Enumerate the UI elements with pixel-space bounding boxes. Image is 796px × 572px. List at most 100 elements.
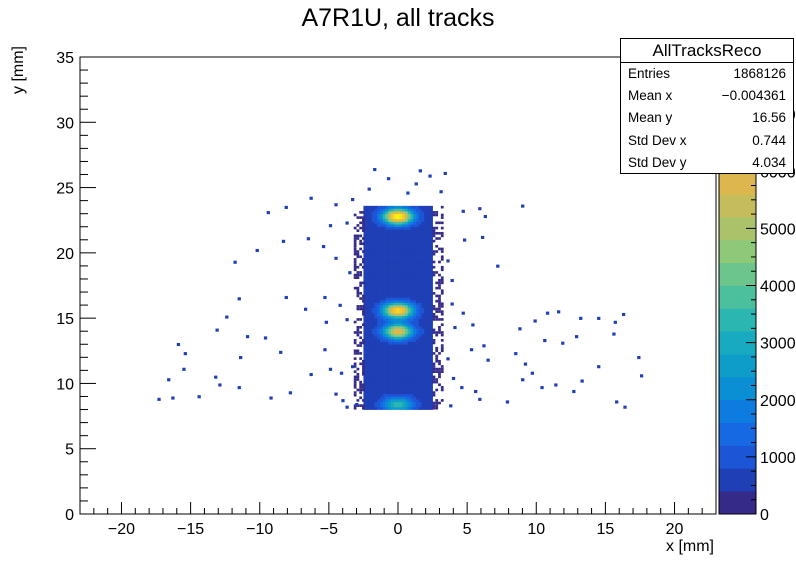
heatmap-cell xyxy=(413,367,417,371)
heatmap-cell xyxy=(368,325,373,329)
heatmap-cell xyxy=(440,292,444,295)
heatmap-cell xyxy=(418,276,422,280)
heatmap-cell xyxy=(415,213,420,217)
heatmap-cell xyxy=(359,380,363,384)
heatmap-cell xyxy=(438,273,441,277)
heatmap-cell xyxy=(440,305,444,308)
heatmap-cell xyxy=(391,318,395,322)
heatmap-cell xyxy=(523,362,528,366)
heatmap-cell xyxy=(382,278,386,282)
heatmap-cell xyxy=(404,393,409,397)
heatmap-cell xyxy=(415,318,420,322)
heatmap-cell xyxy=(393,393,397,397)
heatmap-cell xyxy=(377,229,381,233)
heatmap-cell xyxy=(321,245,326,249)
heatmap-cell xyxy=(418,239,422,243)
heatmap-cell xyxy=(421,299,425,303)
heatmap-cell xyxy=(421,344,425,348)
heatmap-cell xyxy=(402,354,406,358)
heatmap-cell xyxy=(391,255,395,259)
heatmap-cell xyxy=(421,331,425,335)
heatmap-cell xyxy=(382,216,386,220)
heatmap-cell xyxy=(518,327,522,331)
heatmap-cell xyxy=(429,305,433,309)
heatmap-cell xyxy=(368,339,373,342)
heatmap-cell xyxy=(402,401,406,405)
heatmap-cell xyxy=(371,208,375,212)
heatmap-cell xyxy=(374,237,378,241)
heatmap-cell xyxy=(415,323,420,327)
heatmap-cell xyxy=(366,341,370,345)
heatmap-cell xyxy=(404,221,409,225)
heatmap-cell xyxy=(368,375,373,379)
heatmap-cell xyxy=(424,273,428,277)
heatmap-cell xyxy=(427,229,431,233)
heatmap-cell xyxy=(435,401,439,405)
heatmap-cell xyxy=(440,250,444,253)
heatmap-cell xyxy=(371,393,375,397)
heatmap-cell xyxy=(427,307,431,311)
heatmap-cell xyxy=(418,404,422,408)
heatmap-cell xyxy=(353,268,357,272)
heatmap-cell xyxy=(377,344,381,348)
heatmap-cell xyxy=(356,255,360,259)
heatmap-cell xyxy=(410,312,414,316)
heatmap-cell xyxy=(427,336,431,340)
heatmap-cell xyxy=(393,278,397,282)
heatmap-cell xyxy=(391,265,395,269)
heatmap-cell xyxy=(353,213,357,217)
heatmap-cell xyxy=(396,383,400,387)
heatmap-cell xyxy=(440,344,444,347)
stats-row-entries: Entries 1868126 xyxy=(628,63,786,85)
heatmap-cell xyxy=(382,336,386,340)
heatmap-cell xyxy=(413,271,417,275)
heatmap-cell xyxy=(359,273,363,277)
heatmap-cell xyxy=(382,354,386,358)
heatmap-cell xyxy=(427,208,431,212)
heatmap-cell xyxy=(353,226,357,230)
heatmap-cell xyxy=(399,393,403,397)
heatmap-cell xyxy=(399,331,403,335)
heatmap-cell xyxy=(418,268,422,272)
heatmap-cell xyxy=(396,404,400,408)
heatmap-cell xyxy=(597,316,601,320)
heatmap-cell xyxy=(530,371,534,375)
heatmap-cell xyxy=(407,250,411,254)
heatmap-cell xyxy=(380,341,384,345)
heatmap-cell xyxy=(382,255,386,259)
heatmap-cell xyxy=(438,383,441,387)
heatmap-cell xyxy=(366,318,370,322)
heatmap-cell xyxy=(427,265,431,269)
x-tick-label: 0 xyxy=(394,521,403,538)
heatmap-cell xyxy=(366,250,370,254)
heatmap-cell xyxy=(362,310,365,313)
heatmap-cell xyxy=(374,357,378,361)
heatmap-cell xyxy=(377,234,381,238)
heatmap-cell xyxy=(418,278,422,282)
heatmap-cell xyxy=(396,315,400,319)
heatmap-cell xyxy=(450,278,454,283)
heatmap-cell xyxy=(424,318,428,322)
heatmap-cell xyxy=(363,286,367,290)
heatmap-cell xyxy=(380,406,384,410)
heatmap-cell xyxy=(393,218,397,222)
heatmap-cell xyxy=(427,372,431,376)
heatmap-cell xyxy=(382,231,386,235)
heatmap-cell xyxy=(309,196,313,200)
heatmap-cell xyxy=(374,378,378,382)
heatmap-cell xyxy=(176,342,181,347)
heatmap-cell xyxy=(396,234,400,238)
heatmap-cell xyxy=(421,302,425,306)
heatmap-cell xyxy=(380,263,384,267)
heatmap-cell xyxy=(429,354,433,358)
heatmap-cell xyxy=(363,372,367,376)
heatmap-cell xyxy=(391,359,395,363)
heatmap-cell xyxy=(415,320,420,324)
heatmap-cell xyxy=(438,221,441,225)
heatmap-cell xyxy=(377,393,381,397)
heatmap-cell xyxy=(429,278,433,282)
heatmap-cell xyxy=(366,401,370,405)
heatmap-cell xyxy=(402,273,406,277)
heatmap-cell xyxy=(356,224,360,227)
heatmap-cell xyxy=(399,406,403,410)
